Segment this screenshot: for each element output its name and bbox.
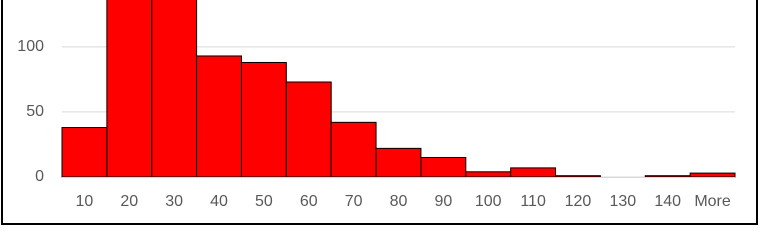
x-tick-label: 60 <box>300 193 318 210</box>
bar <box>330 121 377 178</box>
x-tick-label: 20 <box>120 193 138 210</box>
x-tick-label: More <box>694 193 731 210</box>
x-tick-label: 40 <box>210 193 228 210</box>
x-tick-label: 50 <box>255 193 273 210</box>
x-tick-label: 110 <box>520 193 546 210</box>
x-tick-label: 100 <box>475 193 502 210</box>
bar <box>240 61 287 178</box>
labels: 0 50 100 10 20 30 40 50 60 70 80 90 100 110 120 130 140 M… <box>17 38 731 210</box>
bar <box>375 147 422 178</box>
x-tick-label: 10 <box>76 193 94 210</box>
chart: 0 50 100 10 20 30 40 50 60 70 80 90 100 110 120 130 140 M… <box>1 0 758 225</box>
bar <box>285 81 332 178</box>
chart-frame <box>1 0 758 225</box>
x-tick-label: 30 <box>165 193 183 210</box>
bars <box>61 0 736 178</box>
y-tick-label: 50 <box>26 103 44 120</box>
y-tick-label: 0 <box>35 168 44 185</box>
bar <box>106 0 153 178</box>
bar <box>151 0 198 178</box>
bar <box>510 167 557 178</box>
bar <box>420 156 467 178</box>
bar <box>465 171 512 178</box>
bar <box>644 175 691 178</box>
y-tick-label: 100 <box>17 38 44 55</box>
x-tick-label: 140 <box>654 193 681 210</box>
bar <box>689 172 736 178</box>
x-tick-label: 70 <box>345 193 363 210</box>
bar <box>61 127 108 178</box>
bar <box>555 175 601 178</box>
x-tick-label: 90 <box>434 193 452 210</box>
x-tick-label: 80 <box>390 193 408 210</box>
x-tick-label: 130 <box>609 193 636 210</box>
bar <box>196 55 242 178</box>
x-tick-label: 120 <box>565 193 592 210</box>
